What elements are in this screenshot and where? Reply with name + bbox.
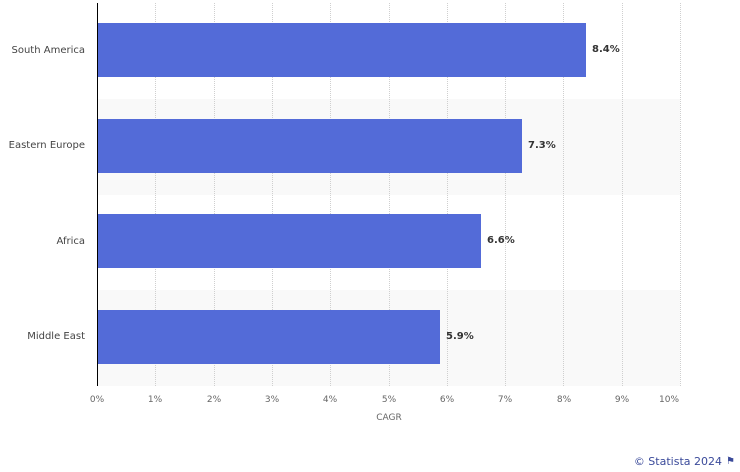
value-label: 6.6% [487,235,515,246]
gridline [389,3,390,386]
flag-icon[interactable]: ⚑ [726,456,735,467]
gridline [680,3,681,386]
statista-credit-link[interactable]: © Statista 2024 [633,455,722,468]
category-label: South America [11,45,86,56]
x-tick: 10% [658,395,680,405]
x-tick: 5% [381,395,397,405]
value-label: 5.9% [446,331,474,342]
x-tick: 7% [497,395,513,405]
bar-eastern-europe[interactable] [98,119,522,173]
bar-africa[interactable] [98,214,481,268]
x-axis-title: CAGR [376,413,402,423]
bar-middle-east[interactable] [98,310,440,364]
x-tick: 8% [556,395,572,405]
gridline [272,3,273,386]
x-tick: 6% [439,395,455,405]
x-tick: 4% [322,395,338,405]
gridline [155,3,156,386]
x-tick: 9% [614,395,630,405]
gridline [214,3,215,386]
value-label: 7.3% [528,140,556,151]
gridline [330,3,331,386]
bar-south-america[interactable] [98,23,586,77]
value-label: 8.4% [592,44,620,55]
gridline [622,3,623,386]
gridline [505,3,506,386]
gridline [563,3,564,386]
x-tick: 2% [206,395,222,405]
category-label: Middle East [27,331,85,342]
x-tick: 3% [264,395,280,405]
y-axis-line [97,3,98,386]
gridline [447,3,448,386]
category-label: Africa [56,236,85,247]
category-label: Eastern Europe [8,140,85,151]
x-tick: 1% [147,395,163,405]
x-tick: 0% [89,395,105,405]
